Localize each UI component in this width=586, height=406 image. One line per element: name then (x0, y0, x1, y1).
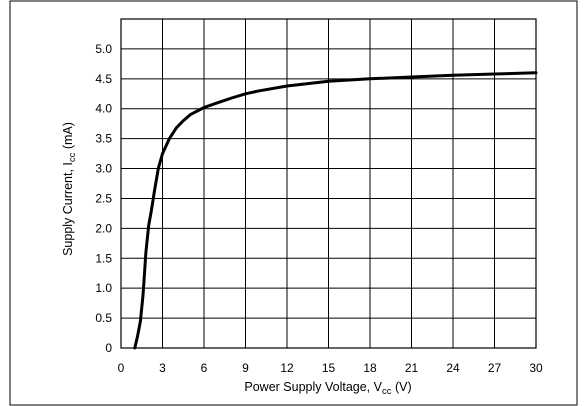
x-tick-label: 6 (201, 361, 208, 375)
plot-border (120, 18, 537, 349)
y-tick-label: 1.0 (95, 281, 112, 295)
y-tick-label: 5.0 (95, 42, 112, 56)
y-tick-label: 2.5 (95, 191, 112, 205)
plot-area (120, 18, 537, 349)
x-tick-label: 0 (118, 361, 125, 375)
series-layer (133, 71, 538, 350)
supply-current-curve (133, 71, 538, 350)
y-tick-label: 4.5 (95, 72, 112, 86)
x-tick-label: 21 (405, 361, 419, 375)
y-tick-label: 1.5 (95, 251, 112, 265)
x-tick-label: 27 (488, 361, 502, 375)
x-tick-label: 15 (322, 361, 336, 375)
y-tick-label: 3.5 (95, 132, 112, 146)
x-tick-label: 24 (446, 361, 460, 375)
x-tick-label: 9 (242, 361, 249, 375)
y-tick-label: 4.0 (95, 102, 112, 116)
x-axis-ticks: 0 3 6 9 12 15 18 21 24 27 30 (118, 361, 543, 375)
y-tick-label: 3.0 (95, 162, 112, 176)
y-tick-label: 2.0 (95, 221, 112, 235)
x-tick-label: 3 (159, 361, 166, 375)
y-axis-title: Supply Current, Icc (mA) (61, 122, 78, 256)
y-tick-label: 0.5 (95, 311, 112, 325)
grid (120, 18, 537, 349)
x-tick-label: 18 (363, 361, 377, 375)
y-axis-ticks: 0 0.5 1.0 1.5 2.0 2.5 3.0 3.5 4.0 4.5 5.0 (95, 42, 112, 355)
x-axis-title: Power Supply Voltage, Vcc (V) (244, 380, 411, 397)
y-tick-label: 0 (105, 341, 112, 355)
x-tick-label: 30 (529, 361, 543, 375)
x-tick-label: 12 (280, 361, 294, 375)
